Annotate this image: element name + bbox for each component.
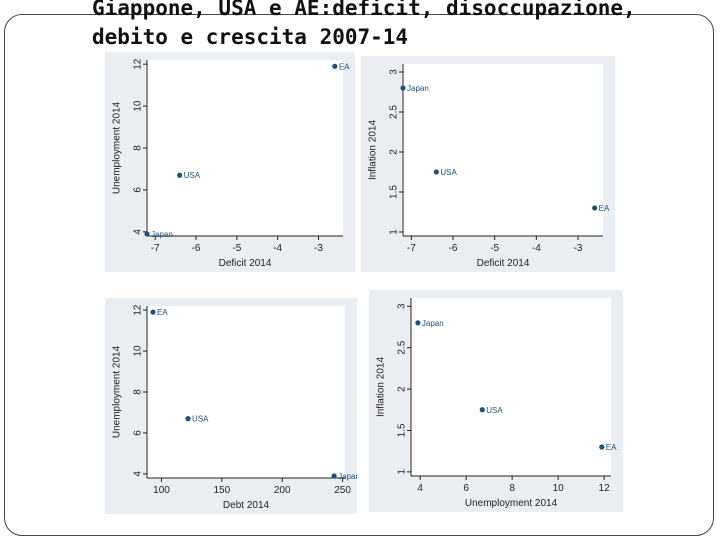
y-tick-label: 2.5 <box>397 340 408 354</box>
y-tick-label: 2.5 <box>389 105 400 119</box>
x-tick-label: -3 <box>574 243 583 254</box>
y-tick-label: 12 <box>133 304 144 316</box>
x-axis-title: Deficit 2014 <box>477 258 530 269</box>
x-axis-title: Unemployment 2014 <box>465 498 558 509</box>
x-tick-label: 200 <box>274 485 291 496</box>
y-axis-title: Unemployment 2014 <box>112 101 123 194</box>
y-tick-label: 2 <box>389 149 400 155</box>
data-point <box>479 407 485 413</box>
data-point <box>332 63 338 69</box>
y-axis-title: Inflation 2014 <box>376 357 387 417</box>
data-point-label: USA <box>486 406 503 415</box>
y-tick-label: 1 <box>389 229 400 235</box>
y-tick-label: 3 <box>397 303 408 309</box>
data-point-label: Japan <box>338 472 357 481</box>
data-point <box>150 309 156 315</box>
data-point-label: EA <box>606 443 617 452</box>
y-tick-label: 1.5 <box>389 185 400 199</box>
data-point-label: EA <box>157 308 168 317</box>
data-point-label: Japan <box>422 319 444 328</box>
y-tick-label: 4 <box>133 471 144 477</box>
x-tick-label: 150 <box>214 485 231 496</box>
x-tick-label: 250 <box>334 485 351 496</box>
scatter-plot-svg: 4 6 8 10 12 1 1.5 2 2.5 3 Unemployment 2014 Inflati… <box>376 298 617 509</box>
scatter-plot-svg: -7 -6 -5 -4 -3 1 1.5 2 2.5 3 Deficit 2014 Inflation… <box>368 64 610 269</box>
x-tick-label: 12 <box>599 483 611 494</box>
slide-title-line-2: debito e crescita 2007-14 <box>92 25 409 49</box>
data-point <box>177 172 183 178</box>
y-tick-label: 6 <box>133 187 144 193</box>
data-point-label: USA <box>192 415 209 424</box>
x-tick-label: -5 <box>232 243 241 254</box>
data-point-label: USA <box>440 168 457 177</box>
plot-area <box>147 306 345 478</box>
y-axis-title: Unemployment 2014 <box>112 345 123 438</box>
data-point <box>185 416 191 422</box>
data-point-label: Japan <box>407 84 429 93</box>
chart-deficit-vs-unemployment: -7 -6 -5 -4 -3 4 6 8 10 12 Deficit 2014 Unemploymen… <box>105 52 355 272</box>
data-point <box>592 205 598 211</box>
x-tick-label: -6 <box>192 243 201 254</box>
chart-debt-vs-unemployment: 100 150 200 250 4 6 8 10 12 Debt 2014 Unemployment… <box>105 298 357 514</box>
chart-unemployment-vs-inflation: 4 6 8 10 12 1 1.5 2 2.5 3 Unemployment 2014 Inflati… <box>369 290 623 512</box>
y-tick-label: 8 <box>133 145 144 151</box>
data-point <box>415 320 421 326</box>
x-tick-label: 10 <box>553 483 565 494</box>
data-point <box>400 85 406 91</box>
x-tick-label: -3 <box>314 243 323 254</box>
y-tick-label: 2 <box>397 386 408 392</box>
data-point <box>599 444 605 450</box>
scatter-plot-svg: 100 150 200 250 4 6 8 10 12 Debt 2014 Unemployment… <box>112 304 357 511</box>
data-point-label: EA <box>339 62 350 71</box>
y-tick-label: 3 <box>389 69 400 75</box>
y-tick-label: 12 <box>133 58 144 70</box>
slide-title: Giappone, USA e AE:deficit, disoccupazio… <box>92 0 712 52</box>
data-point <box>433 169 439 175</box>
x-tick-label: -7 <box>407 243 416 254</box>
slide-title-line-1: Giappone, USA e AE:deficit, disoccupazio… <box>92 0 636 20</box>
x-tick-label: -4 <box>273 243 282 254</box>
plot-area <box>411 298 611 476</box>
x-tick-label: 4 <box>417 483 423 494</box>
x-tick-label: -5 <box>490 243 499 254</box>
data-point-label: Japan <box>151 230 173 239</box>
scatter-plot-svg: -7 -6 -5 -4 -3 4 6 8 10 12 Deficit 2014 Unemploymen… <box>112 58 351 269</box>
plot-area <box>403 64 603 236</box>
chart-deficit-vs-inflation: -7 -6 -5 -4 -3 1 1.5 2 2.5 3 Deficit 2014 Inflation… <box>361 56 615 272</box>
data-point <box>331 473 337 479</box>
y-tick-label: 1 <box>397 469 408 475</box>
y-tick-label: 8 <box>133 389 144 395</box>
x-tick-label: 8 <box>509 483 515 494</box>
y-tick-label: 4 <box>133 229 144 235</box>
data-point <box>144 231 150 237</box>
x-tick-label: -4 <box>532 243 541 254</box>
x-tick-label: 100 <box>153 485 170 496</box>
y-tick-label: 10 <box>133 100 144 112</box>
x-tick-label: -6 <box>449 243 458 254</box>
plot-area <box>147 60 343 236</box>
x-tick-label: -7 <box>151 243 160 254</box>
y-tick-label: 6 <box>133 430 144 436</box>
y-axis-title: Inflation 2014 <box>368 120 379 180</box>
y-tick-label: 1.5 <box>397 423 408 437</box>
x-axis-title: Deficit 2014 <box>219 258 272 269</box>
y-tick-label: 10 <box>133 345 144 357</box>
data-point-label: USA <box>184 171 201 180</box>
x-tick-label: 6 <box>463 483 469 494</box>
data-point-label: EA <box>599 204 610 213</box>
x-axis-title: Debt 2014 <box>223 500 270 511</box>
